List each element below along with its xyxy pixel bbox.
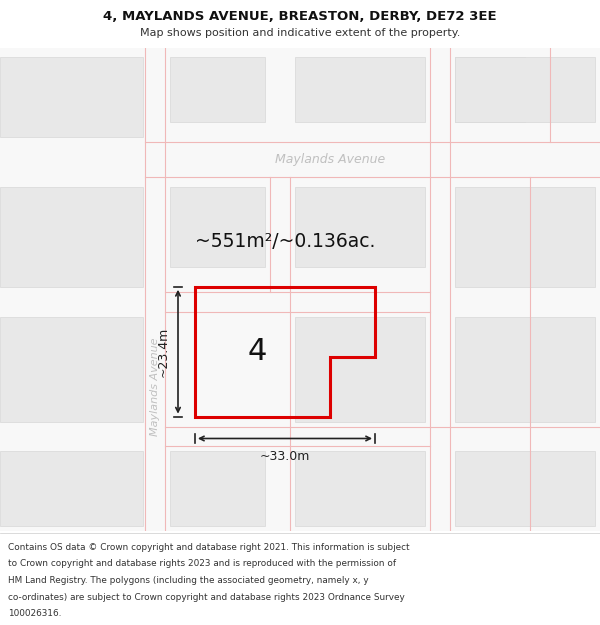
Text: Contains OS data © Crown copyright and database right 2021. This information is : Contains OS data © Crown copyright and d… bbox=[8, 542, 409, 551]
Text: ~23.4m: ~23.4m bbox=[157, 327, 170, 377]
Bar bbox=[455, 317, 595, 421]
Text: 4, MAYLANDS AVENUE, BREASTON, DERBY, DE72 3EE: 4, MAYLANDS AVENUE, BREASTON, DERBY, DE7… bbox=[103, 11, 497, 24]
Bar bbox=[170, 58, 265, 122]
Bar bbox=[295, 317, 425, 421]
Bar bbox=[295, 58, 425, 122]
Text: 100026316.: 100026316. bbox=[8, 609, 61, 618]
Bar bbox=[170, 451, 265, 526]
Text: co-ordinates) are subject to Crown copyright and database rights 2023 Ordnance S: co-ordinates) are subject to Crown copyr… bbox=[8, 592, 404, 601]
Text: ~33.0m: ~33.0m bbox=[260, 451, 310, 464]
Text: Maylands Avenue: Maylands Avenue bbox=[275, 152, 385, 166]
Text: ~551m²/~0.136ac.: ~551m²/~0.136ac. bbox=[195, 232, 375, 251]
Bar bbox=[455, 451, 595, 526]
Bar bbox=[455, 58, 595, 122]
Text: to Crown copyright and database rights 2023 and is reproduced with the permissio: to Crown copyright and database rights 2… bbox=[8, 559, 396, 568]
Bar bbox=[455, 187, 595, 287]
Text: HM Land Registry. The polygons (including the associated geometry, namely x, y: HM Land Registry. The polygons (includin… bbox=[8, 576, 368, 585]
Bar bbox=[0, 58, 143, 138]
Bar bbox=[0, 187, 143, 287]
Text: 4: 4 bbox=[248, 338, 267, 366]
Text: Maylands Avenue: Maylands Avenue bbox=[150, 338, 160, 436]
Bar bbox=[295, 451, 425, 526]
Bar bbox=[455, 58, 525, 122]
Text: Map shows position and indicative extent of the property.: Map shows position and indicative extent… bbox=[140, 28, 460, 38]
Bar bbox=[170, 187, 265, 267]
Bar bbox=[0, 317, 143, 421]
Bar bbox=[295, 187, 425, 267]
Bar bbox=[0, 451, 143, 526]
